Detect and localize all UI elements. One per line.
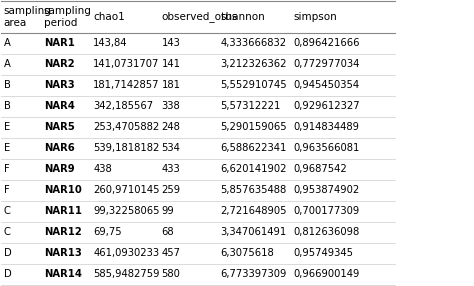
Text: 5,857635488: 5,857635488 xyxy=(220,185,287,195)
Text: 433: 433 xyxy=(162,164,180,174)
Text: 0,812636098: 0,812636098 xyxy=(293,227,360,237)
Bar xyxy=(1,33,395,53)
Text: 253,4705882: 253,4705882 xyxy=(93,122,160,132)
Text: NAR14: NAR14 xyxy=(44,269,82,279)
Text: 0,95749345: 0,95749345 xyxy=(293,248,354,258)
Text: 69,75: 69,75 xyxy=(93,227,122,237)
Text: NAR13: NAR13 xyxy=(44,248,82,258)
Text: 3,347061491: 3,347061491 xyxy=(220,227,287,237)
Text: C: C xyxy=(4,206,10,216)
Text: 99,32258065: 99,32258065 xyxy=(93,206,160,216)
Text: 143: 143 xyxy=(162,38,181,48)
Text: B: B xyxy=(4,101,10,111)
Text: 141: 141 xyxy=(162,59,181,69)
Text: 5,57312221: 5,57312221 xyxy=(220,101,281,111)
Text: NAR3: NAR3 xyxy=(44,80,74,90)
Text: 0,896421666: 0,896421666 xyxy=(293,38,360,48)
Text: NAR1: NAR1 xyxy=(44,38,75,48)
Text: F: F xyxy=(4,185,9,195)
Bar xyxy=(1,96,395,117)
Text: 0,966900149: 0,966900149 xyxy=(293,269,360,279)
Text: 6,588622341: 6,588622341 xyxy=(220,143,287,153)
Text: 580: 580 xyxy=(162,269,181,279)
Text: 99: 99 xyxy=(162,206,174,216)
Text: 2,721648905: 2,721648905 xyxy=(220,206,287,216)
Text: B: B xyxy=(4,80,10,90)
Text: A: A xyxy=(4,38,10,48)
Text: NAR2: NAR2 xyxy=(44,59,74,69)
Bar xyxy=(1,53,395,75)
Text: NAR11: NAR11 xyxy=(44,206,82,216)
Text: 0,9687542: 0,9687542 xyxy=(293,164,347,174)
Text: 141,0731707: 141,0731707 xyxy=(93,59,160,69)
Text: 6,620141902: 6,620141902 xyxy=(220,164,287,174)
Text: E: E xyxy=(4,143,10,153)
Bar xyxy=(1,117,395,138)
Text: 539,1818182: 539,1818182 xyxy=(93,143,160,153)
Text: 0,914834489: 0,914834489 xyxy=(293,122,360,132)
Text: simpson: simpson xyxy=(293,12,337,22)
Text: 461,0930233: 461,0930233 xyxy=(93,248,159,258)
Text: 0,953874902: 0,953874902 xyxy=(293,185,360,195)
Text: C: C xyxy=(4,227,10,237)
Text: 248: 248 xyxy=(162,122,181,132)
Text: 143,84: 143,84 xyxy=(93,38,128,48)
Text: 5,552910745: 5,552910745 xyxy=(220,80,287,90)
Text: sampling
period: sampling period xyxy=(44,6,91,28)
Text: 6,773397309: 6,773397309 xyxy=(220,269,287,279)
Bar xyxy=(1,180,395,200)
Text: NAR4: NAR4 xyxy=(44,101,75,111)
Text: D: D xyxy=(4,269,11,279)
Text: chao1: chao1 xyxy=(93,12,125,22)
Bar xyxy=(1,1,395,33)
Text: F: F xyxy=(4,164,9,174)
Text: 338: 338 xyxy=(162,101,180,111)
Text: 342,185567: 342,185567 xyxy=(93,101,154,111)
Bar xyxy=(1,138,395,158)
Text: NAR9: NAR9 xyxy=(44,164,74,174)
Bar xyxy=(1,75,395,96)
Text: sampling
area: sampling area xyxy=(4,6,52,28)
Bar xyxy=(1,158,395,180)
Text: NAR12: NAR12 xyxy=(44,227,82,237)
Text: shannon: shannon xyxy=(220,12,265,22)
Text: 6,3075618: 6,3075618 xyxy=(220,248,274,258)
Text: A: A xyxy=(4,59,10,69)
Text: 457: 457 xyxy=(162,248,181,258)
Text: 0,945450354: 0,945450354 xyxy=(293,80,360,90)
Text: 0,772977034: 0,772977034 xyxy=(293,59,360,69)
Bar xyxy=(1,200,395,222)
Text: 3,212326362: 3,212326362 xyxy=(220,59,287,69)
Text: 181,7142857: 181,7142857 xyxy=(93,80,160,90)
Bar xyxy=(1,264,395,285)
Text: 0,929612327: 0,929612327 xyxy=(293,101,360,111)
Text: 260,9710145: 260,9710145 xyxy=(93,185,160,195)
Text: NAR6: NAR6 xyxy=(44,143,74,153)
Text: observed_otus: observed_otus xyxy=(162,11,238,22)
Text: NAR10: NAR10 xyxy=(44,185,82,195)
Text: 534: 534 xyxy=(162,143,181,153)
Text: 0,963566081: 0,963566081 xyxy=(293,143,360,153)
Bar xyxy=(1,243,395,264)
Text: 0,700177309: 0,700177309 xyxy=(293,206,360,216)
Text: 181: 181 xyxy=(162,80,181,90)
Text: 438: 438 xyxy=(93,164,112,174)
Text: 259: 259 xyxy=(162,185,181,195)
Text: E: E xyxy=(4,122,10,132)
Text: 68: 68 xyxy=(162,227,174,237)
Text: NAR5: NAR5 xyxy=(44,122,74,132)
Text: 5,290159065: 5,290159065 xyxy=(220,122,287,132)
Bar xyxy=(1,222,395,243)
Text: D: D xyxy=(4,248,11,258)
Text: 4,333666832: 4,333666832 xyxy=(220,38,287,48)
Text: 585,9482759: 585,9482759 xyxy=(93,269,160,279)
